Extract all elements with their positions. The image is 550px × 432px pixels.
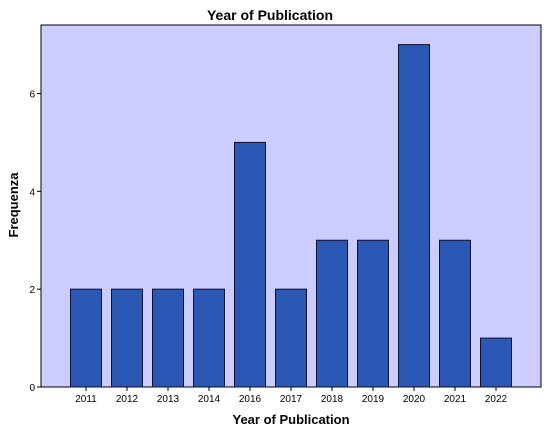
bar-2019 <box>357 239 389 388</box>
y-tick-label: 2 <box>29 285 35 296</box>
x-tick-label: 2011 <box>75 394 97 405</box>
x-tick-label: 2014 <box>198 394 221 405</box>
y-tick-label: 4 <box>29 187 35 198</box>
x-tick-label: 2022 <box>485 394 508 405</box>
bar-2017 <box>275 288 307 388</box>
bar-2012 <box>111 288 143 388</box>
x-tick-label: 2017 <box>280 394 303 405</box>
labels-group: 2011 2012 2013 2014 2016 2017 2018 2019 2020 2021… <box>29 89 507 405</box>
y-axis-label: Frequenza <box>6 172 21 238</box>
x-tick-label: 2018 <box>321 394 344 405</box>
chart-title: Year of Publication <box>207 7 333 23</box>
x-tick-label: 2013 <box>157 394 180 405</box>
bar-2016 <box>234 141 266 388</box>
x-tick-label: 2012 <box>116 394 139 405</box>
bar-2011 <box>70 288 102 388</box>
x-tick-label: 2021 <box>444 394 467 405</box>
bar-2022 <box>480 337 512 388</box>
bar-2013 <box>152 288 184 388</box>
x-tick-label: 2016 <box>239 394 262 405</box>
x-tick-label: 2019 <box>362 394 385 405</box>
y-tick-label: 0 <box>29 383 35 394</box>
x-tick-label: 2020 <box>403 394 426 405</box>
bar-2020 <box>398 44 430 388</box>
ticks-group <box>37 92 497 391</box>
x-axis-label: Year of Publication <box>232 412 349 427</box>
bars-group <box>70 44 512 388</box>
bar-2021 <box>439 239 471 388</box>
y-tick-label: 6 <box>29 89 35 100</box>
bar-2018 <box>316 239 348 388</box>
bar-2014 <box>193 288 225 388</box>
